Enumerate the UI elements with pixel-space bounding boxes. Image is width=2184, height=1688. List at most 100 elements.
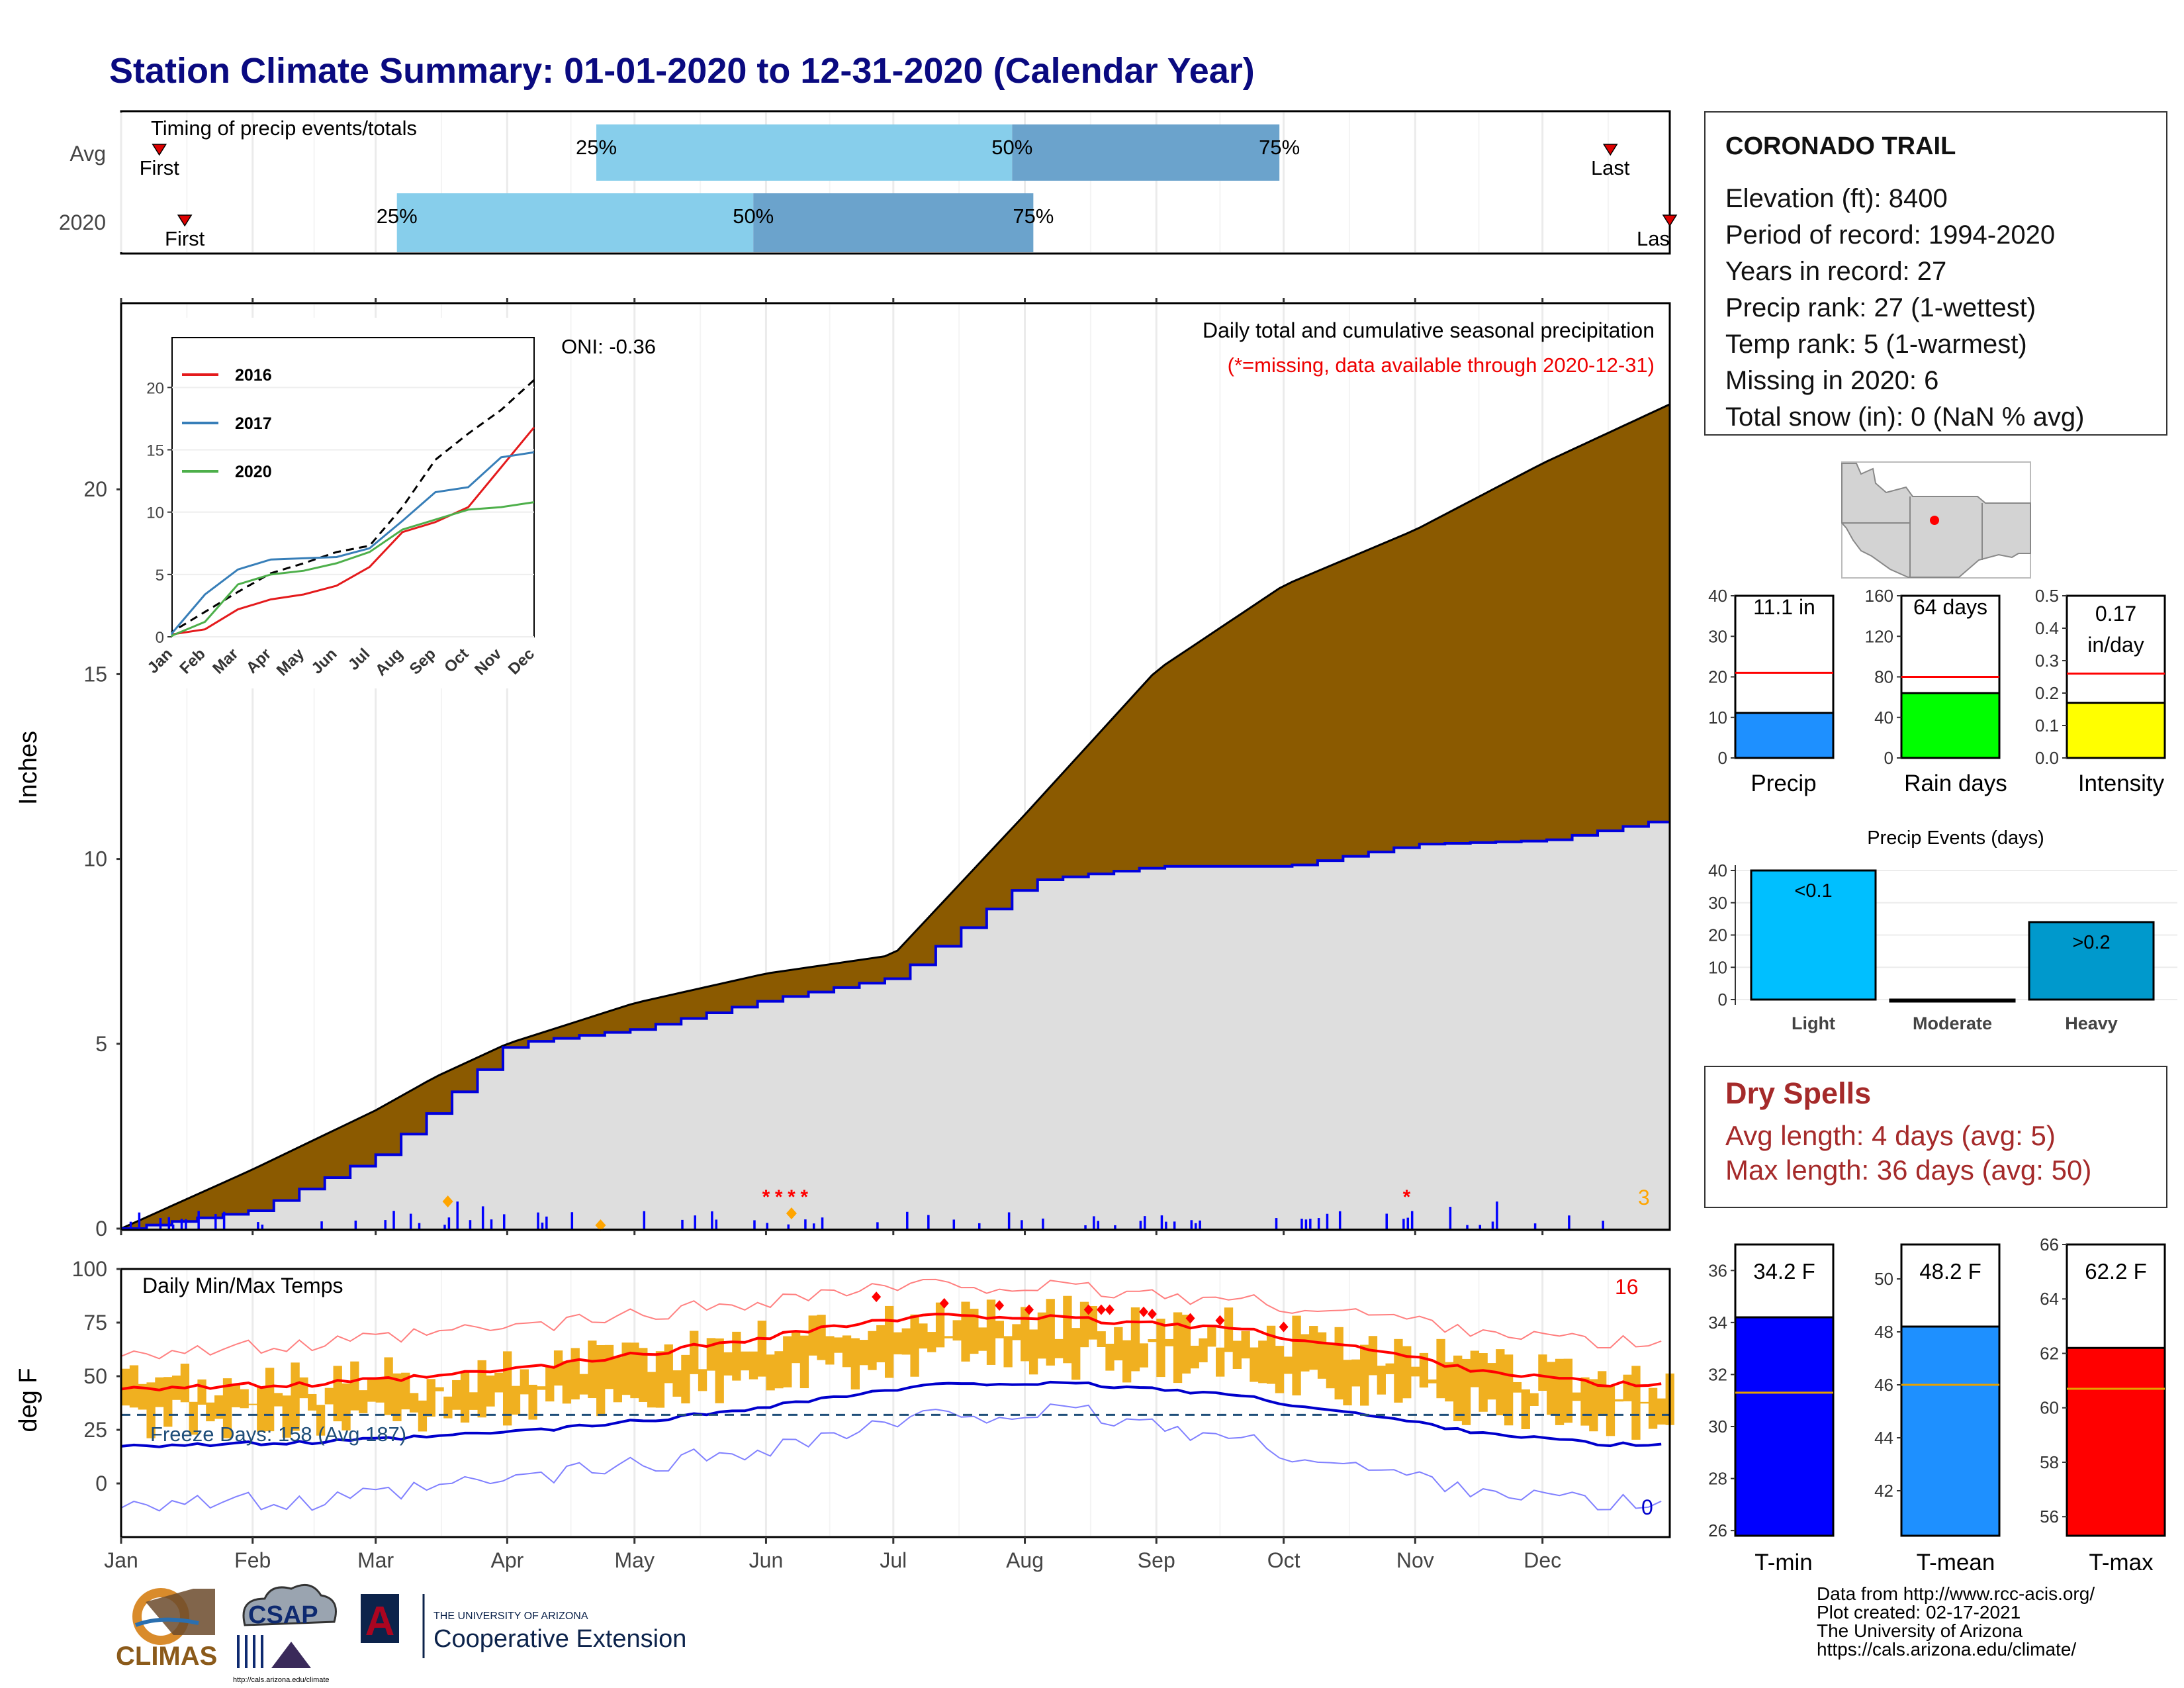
footer-line-1: Data from http://www.rcc-acis.org/ (1817, 1583, 2095, 1604)
timing-last-label-2020: Las (1637, 227, 1670, 250)
daily-temp-bar (155, 1377, 164, 1407)
station-location-marker (1930, 516, 1939, 525)
temp-bar-fill-tmean (1900, 1325, 2001, 1537)
daily-precip-bar (766, 1223, 768, 1229)
temp-bar-tick-label: 56 (2040, 1507, 2059, 1526)
temp-y-tick-label-25: 25 (83, 1418, 107, 1442)
daily-temp-bar (1224, 1307, 1234, 1352)
mini-bar-tick-label: 0.2 (2035, 683, 2059, 703)
inset-y-tick-label-0: 0 (156, 629, 164, 647)
mini-bar-tick-label: 0 (1718, 748, 1727, 768)
daily-temp-bar (1097, 1331, 1106, 1347)
daily-precip-bar (1190, 1220, 1193, 1229)
daily-temp-bar (486, 1375, 495, 1407)
month-label-Dec: Dec (1524, 1548, 1561, 1572)
daily-precip-bar (643, 1211, 646, 1229)
daily-temp-bar (1487, 1363, 1496, 1400)
events-y-tick-label-40: 40 (1708, 861, 1727, 880)
daily-temp-bar (1241, 1331, 1250, 1359)
daily-temp-bar (1283, 1356, 1293, 1374)
daily-precip-bar (812, 1223, 815, 1229)
daily-precip-bar (1317, 1218, 1320, 1229)
daily-temp-bar (588, 1340, 597, 1399)
daily-precip-bar (1042, 1218, 1044, 1229)
daily-temp-bar (1360, 1344, 1369, 1406)
daily-precip-bar (787, 1224, 790, 1229)
daily-temp-bar (146, 1382, 156, 1438)
events-bar-Light (1750, 869, 1877, 1001)
daily-precip-bar (469, 1220, 472, 1229)
record-high-marker (1215, 1315, 1225, 1326)
daily-temp-bar (1512, 1382, 1522, 1393)
daily-precip-bar (1309, 1219, 1312, 1229)
mini-bar-label-precip: Precip (1751, 771, 1816, 796)
daily-temp-bar (553, 1350, 563, 1386)
daily-temp-bar (647, 1372, 657, 1408)
daily-temp-bar (511, 1385, 521, 1415)
daily-temp-bar (138, 1383, 147, 1410)
daily-temp-bar (367, 1378, 377, 1402)
daily-temp-bar (799, 1335, 809, 1389)
mini-bar-tick-label: 10 (1708, 708, 1727, 727)
daily-temp-bar (604, 1344, 614, 1389)
daily-temp-bar (1428, 1379, 1437, 1383)
daily-temp-bar (1445, 1362, 1454, 1402)
mini-bar-value-intensity: 0.17 (2095, 602, 2136, 626)
timing-label-2020-50: 50% (733, 205, 774, 228)
temp-bar-value-tmin: 34.2 F (1753, 1259, 1815, 1284)
month-label-Nov: Nov (1396, 1548, 1434, 1572)
daily-temp-bar (1037, 1312, 1047, 1359)
daily-precip-bar (159, 1218, 162, 1229)
daily-precip-bar (570, 1212, 574, 1229)
timing-row-avg-label: Avg (69, 142, 106, 165)
daily-temp-bar (757, 1321, 766, 1377)
temp-bar-label-tmin: T-min (1754, 1550, 1813, 1575)
daily-temp-bar (494, 1372, 504, 1393)
month-label-Sep: Sep (1138, 1548, 1175, 1572)
mini-bar-tick-label: 0.5 (2035, 586, 2059, 606)
timing-title: Timing of precip events/totals (151, 117, 417, 140)
svg-text:THE UNIVERSITY OF ARIZONA: THE UNIVERSITY OF ARIZONA (433, 1611, 588, 1622)
temp-bar-tick-label: 46 (1874, 1375, 1893, 1395)
daily-temp-bar (1275, 1346, 1285, 1393)
precip-events-chart: Precip Events (days) 0 10 20 30 40 <0.1 Light Mo… (1708, 827, 2177, 1033)
daily-temp-bar (1292, 1315, 1301, 1395)
daily-temp-bar (1139, 1343, 1148, 1368)
daily-precip-bar (384, 1220, 387, 1229)
temp-bar-tmax: 56 58 60 62 64 66 62.2 F T-max (2040, 1235, 2166, 1575)
daily-temp-bar (808, 1315, 817, 1356)
daily-temp-bar (825, 1336, 835, 1365)
temp-bar-tick-label: 48 (1874, 1322, 1893, 1342)
temp-bar-tmean: 42 44 46 48 50 48.2 F T-mean (1874, 1243, 2001, 1575)
daily-precip-bar (1144, 1216, 1146, 1229)
mini-bar-fill-intensity (2066, 702, 2166, 759)
station-period: Period of record: 1994-2020 (1725, 220, 2056, 250)
station-total-snow: Total snow (in): 0 (NaN % avg) (1725, 402, 2085, 432)
daily-temp-bar (579, 1374, 588, 1395)
mini-bar-tick-label: 80 (1874, 667, 1893, 687)
daily-temp-bar (477, 1360, 486, 1418)
daily-temp-bar (910, 1314, 919, 1377)
inset-legend-label-2020: 2020 (235, 463, 272, 481)
csap-logo: CSAP http://cals.arizona.edu/climate (233, 1583, 339, 1684)
daily-precip-bar (1479, 1225, 1482, 1229)
month-label-Jun: Jun (749, 1548, 784, 1572)
daily-temp-bar (774, 1351, 784, 1389)
daily-temp-bar (1436, 1338, 1445, 1399)
daily-precip-bar (906, 1211, 909, 1229)
daily-temp-bar (384, 1357, 393, 1415)
missing-day-marker: * (800, 1186, 808, 1208)
temperature-summary-bars: 26 28 30 32 34 36 34.2 F T-min 42 44 46 48 50 48.2 F T… (1708, 1235, 2166, 1575)
svg-text:Cooperative Extension: Cooperative Extension (433, 1625, 686, 1653)
daily-temp-bar (460, 1370, 470, 1423)
daily-temp-bar (265, 1368, 275, 1432)
timing-first-label-Avg: First (140, 156, 180, 179)
station-name: CORONADO TRAIL (1725, 132, 1956, 160)
daily-temp-bar (1046, 1299, 1055, 1366)
freeze-days-label: Freeze Days: 158 (Avg 187) (150, 1423, 406, 1446)
daily-precip-bar (443, 1225, 446, 1229)
mini-bar-value-precip: 11.1 in (1753, 595, 1815, 619)
missing-day-marker: * (762, 1186, 770, 1208)
daily-temp-bar (1105, 1343, 1115, 1371)
daily-temp-bar (240, 1389, 249, 1409)
